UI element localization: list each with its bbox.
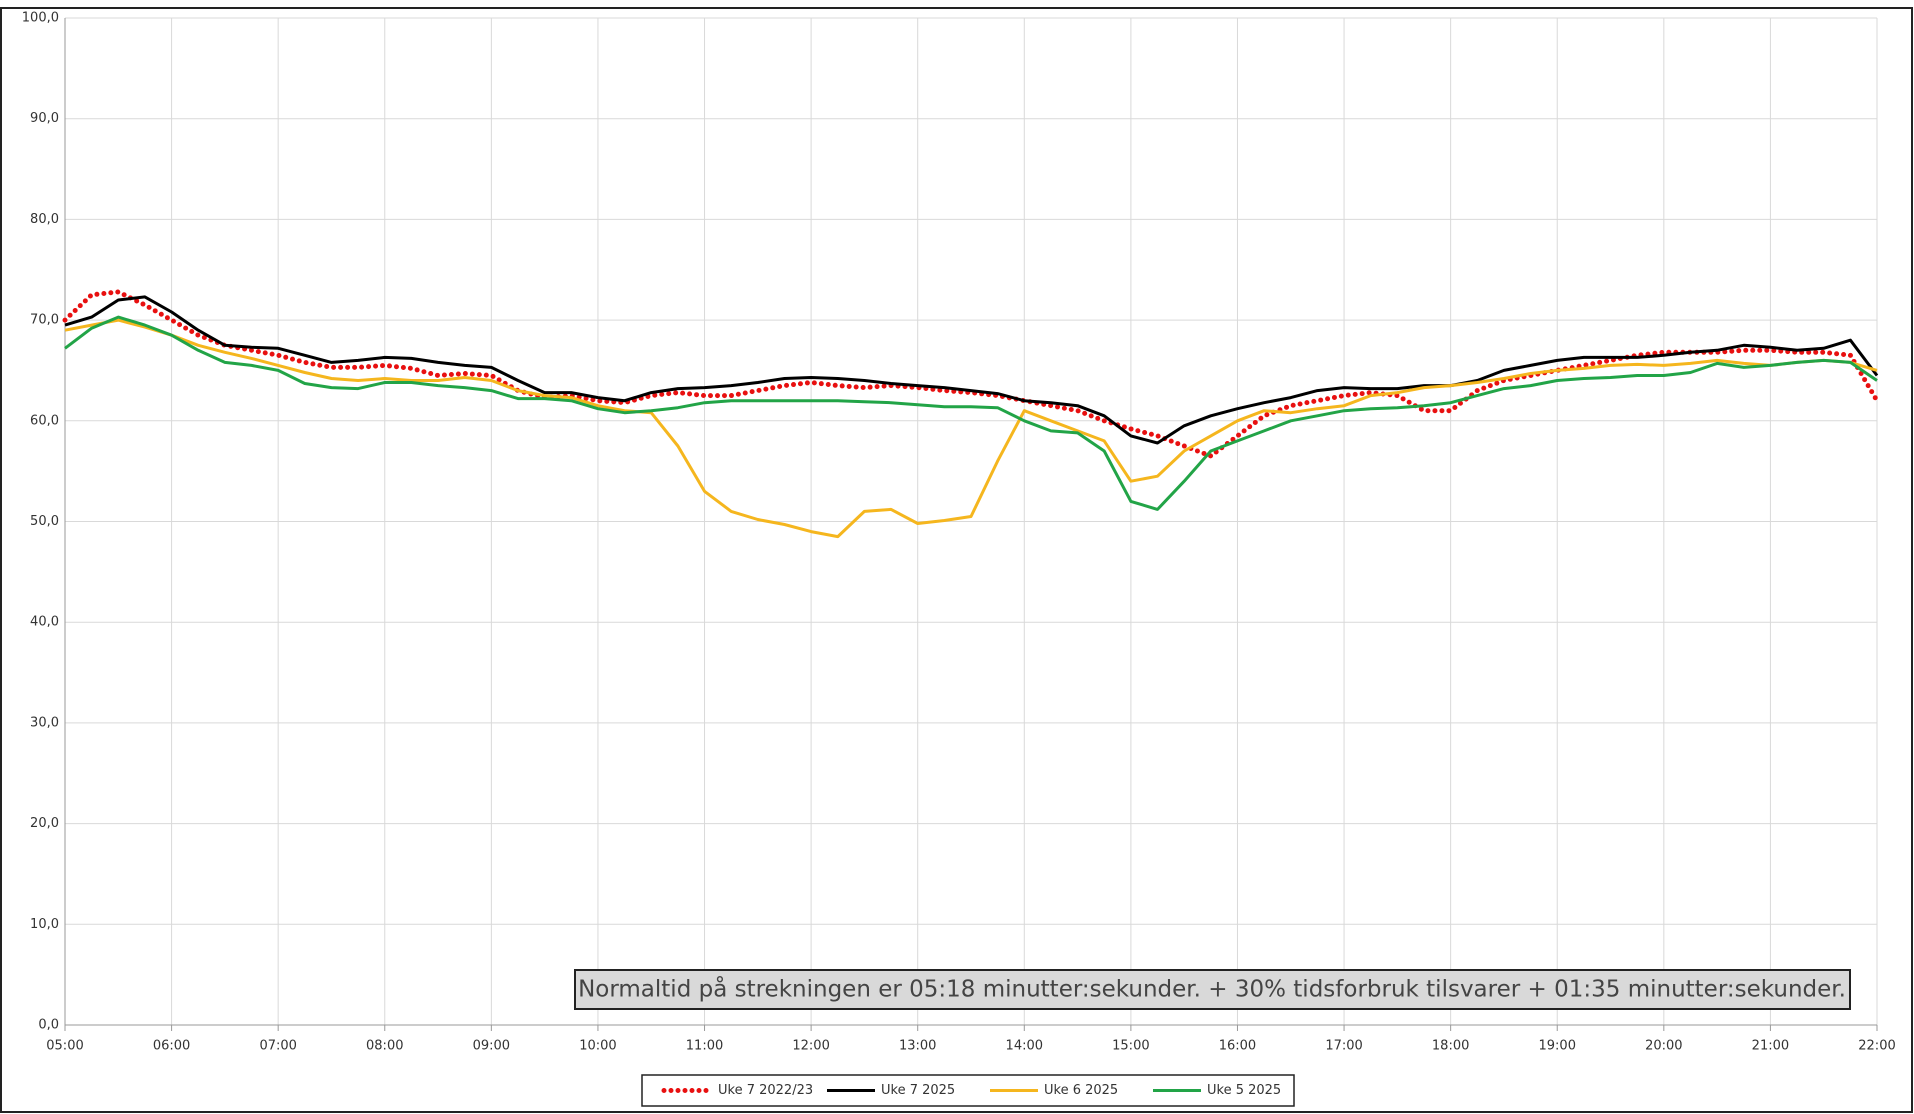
chart-frame bbox=[0, 7, 1913, 1113]
x-tick-label: 22:00 bbox=[1858, 1039, 1895, 1054]
x-tick-label: 13:00 bbox=[899, 1039, 936, 1054]
y-tick-label: 50,0 bbox=[30, 514, 59, 529]
annotation-box bbox=[574, 969, 1851, 1010]
y-tick-label: 40,0 bbox=[30, 615, 59, 630]
y-tick-label: 70,0 bbox=[30, 313, 59, 328]
x-tick-label: 20:00 bbox=[1645, 1039, 1682, 1054]
x-tick-label: 19:00 bbox=[1539, 1039, 1576, 1054]
y-tick-label: 20,0 bbox=[30, 816, 59, 831]
y-tick-label: 90,0 bbox=[30, 111, 59, 126]
x-tick-label: 18:00 bbox=[1432, 1039, 1469, 1054]
y-tick-label: 80,0 bbox=[30, 212, 59, 227]
x-tick-label: 17:00 bbox=[1325, 1039, 1362, 1054]
series-line bbox=[64, 318, 1878, 539]
x-tick-label: 16:00 bbox=[1219, 1039, 1256, 1054]
series-line bbox=[62, 289, 1880, 459]
y-tick-label: 30,0 bbox=[30, 715, 59, 730]
y-tick-label: 100,0 bbox=[22, 11, 59, 26]
series-line bbox=[64, 315, 1878, 511]
x-tick-label: 06:00 bbox=[153, 1039, 190, 1054]
x-tick-label: 05:00 bbox=[46, 1039, 83, 1054]
x-tick-label: 15:00 bbox=[1112, 1039, 1149, 1054]
y-tick-label: 10,0 bbox=[30, 917, 59, 932]
annotation: Normaltid på strekningen er 05:18 minutt… bbox=[578, 975, 1846, 1003]
legend-label: Uke 7 2022/23 bbox=[718, 1083, 813, 1098]
x-tick-label: 10:00 bbox=[579, 1039, 616, 1054]
x-tick-label: 11:00 bbox=[686, 1039, 723, 1054]
series-line bbox=[64, 295, 1879, 445]
x-tick-label: 08:00 bbox=[366, 1039, 403, 1054]
x-tick-label: 07:00 bbox=[259, 1039, 296, 1054]
legend-label: Uke 5 2025 bbox=[1207, 1083, 1281, 1098]
y-tick-label: 60,0 bbox=[30, 413, 59, 428]
x-tick-label: 12:00 bbox=[792, 1039, 829, 1054]
x-tick-label: 09:00 bbox=[473, 1039, 510, 1054]
legend-label: Uke 6 2025 bbox=[1044, 1083, 1118, 1098]
x-tick-label: 21:00 bbox=[1752, 1039, 1789, 1054]
legend-label: Uke 7 2025 bbox=[881, 1083, 955, 1098]
x-tick-label: 14:00 bbox=[1006, 1039, 1043, 1054]
y-tick-label: 0,0 bbox=[38, 1018, 59, 1033]
